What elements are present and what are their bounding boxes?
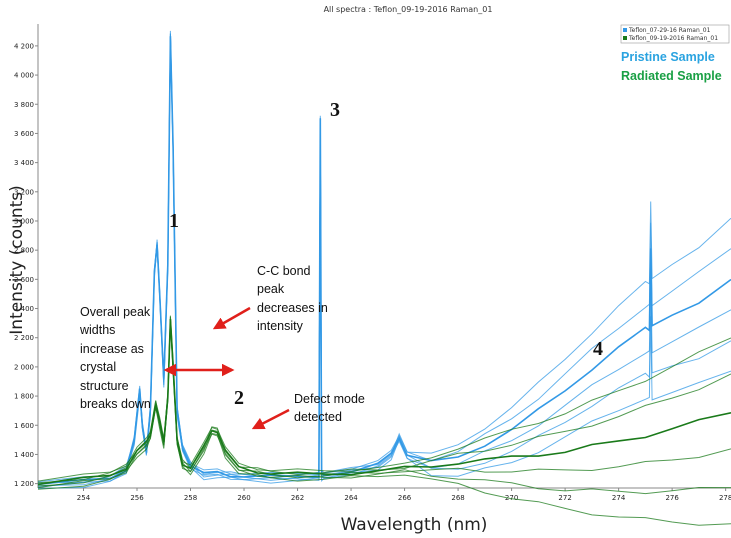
marker-1: 1 (169, 210, 179, 232)
x-tick-label: 274 (612, 494, 626, 502)
y-tick-label: 2 800 (14, 247, 34, 255)
x-tick-label: 278 (719, 494, 731, 502)
x-tick-label: 276 (665, 494, 679, 502)
y-tick-label: 3 400 (14, 159, 34, 167)
chart-title: All spectra : Teflon_09-19-2016 Raman_01 (324, 5, 493, 14)
marker-4: 4 (593, 338, 603, 360)
series-pristine (37, 30, 731, 489)
annotation-cc-bond: C-C bond peak decreases in intensity (257, 264, 331, 333)
legend-swatch-radiated (623, 36, 627, 40)
x-tick-label: 262 (291, 494, 304, 502)
y-tick-label: 1 800 (14, 393, 34, 401)
x-tick-label: 258 (184, 494, 197, 502)
pristine-spectrum-line (37, 36, 731, 489)
y-tick-label: 3 800 (14, 101, 34, 109)
x-axis-label: Wavelength (nm) (341, 515, 488, 535)
legend-entry-pristine: Teflon_07-29-16 Raman_01 (628, 27, 711, 34)
defect-mode-arrow (251, 408, 290, 430)
y-tick-label: 1 400 (14, 451, 34, 459)
y-tick-label: 2 600 (14, 276, 34, 284)
x-tick-label: 272 (558, 494, 571, 502)
radiated-spectrum-line (37, 320, 731, 487)
y-tick-label: 2 400 (14, 305, 34, 313)
legend-entry-radiated: Teflon_09-19-2016 Raman_01 (628, 35, 718, 42)
x-tick-label: 266 (398, 494, 412, 502)
marker-2: 2 (234, 387, 244, 409)
y-tick-label: 4 000 (14, 72, 34, 80)
y-tick-label: 1 200 (14, 480, 34, 488)
y-tick-label: 4 200 (14, 42, 34, 50)
x-tick-label: 268 (451, 494, 464, 502)
legend: Teflon_07-29-16 Raman_01 Teflon_09-19-20… (620, 24, 730, 83)
annotation-defect-mode: Defect mode detected (294, 392, 368, 424)
legend-box (620, 24, 730, 44)
y-tick-label: 3 000 (14, 217, 34, 225)
radiated-spectrum-line (37, 323, 731, 526)
x-tick-label: 260 (237, 494, 250, 502)
series-layer (37, 30, 731, 526)
annotation-peak-widths: Overall peak widths increase as crystal … (79, 305, 154, 411)
legend-label-radiated: Radiated Sample (621, 69, 722, 83)
y-tick-label: 1 600 (14, 422, 34, 430)
marker-3: 3 (330, 99, 340, 121)
x-tick-label: 264 (344, 494, 358, 502)
series-radiated (37, 315, 731, 526)
legend-label-pristine: Pristine Sample (621, 50, 715, 64)
y-tick-label: 2 000 (14, 363, 34, 371)
y-tick-label: 2 200 (14, 334, 34, 342)
y-tick-label: 3 600 (14, 130, 34, 138)
plot-area (37, 24, 731, 489)
y-axis-label: Intensity (counts) (7, 185, 27, 334)
x-tick-label: 256 (130, 494, 144, 502)
x-axis-ticks: 254 256 258 260 262 264 266 268 270 272 274 276 278 (77, 488, 731, 502)
cc-bond-arrow (212, 306, 251, 330)
legend-swatch-pristine (623, 28, 627, 32)
x-tick-label: 270 (505, 494, 518, 502)
y-axis-ticks: 1 200 1 400 1 600 1 800 2 000 2 200 2 400 2 600… (14, 42, 38, 488)
x-tick-label: 254 (77, 494, 91, 502)
y-tick-label: 3 200 (14, 188, 34, 196)
